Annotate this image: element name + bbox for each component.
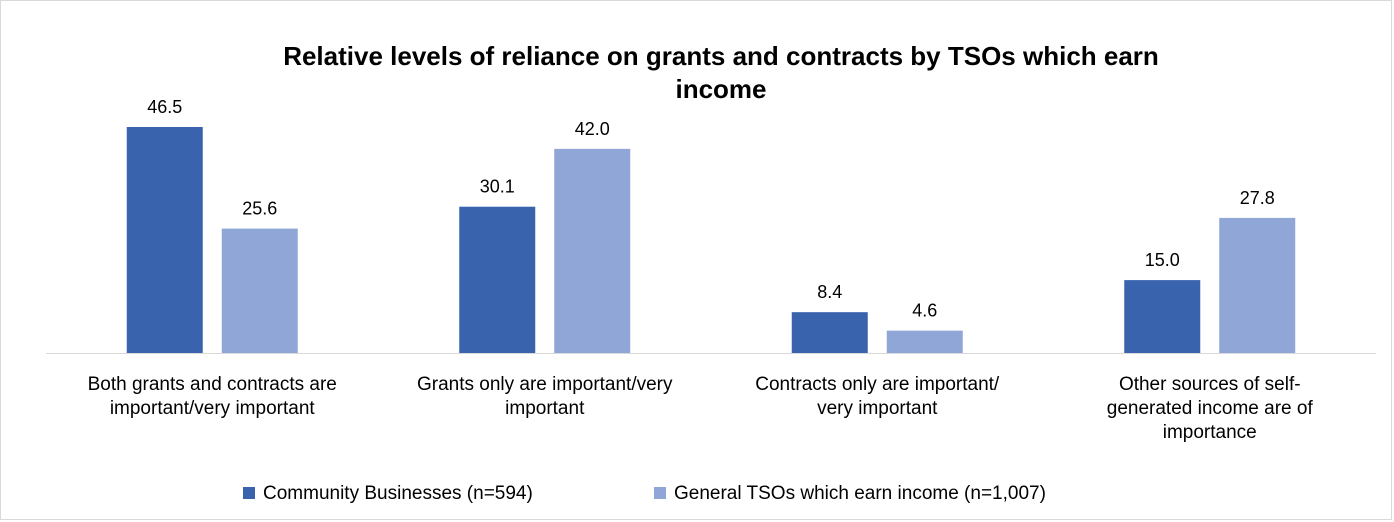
- data-label: 46.5: [147, 97, 182, 117]
- bar-series-0-category-0: [126, 127, 203, 353]
- category-label: Other sources of self-: [1119, 374, 1301, 395]
- chart-title-line: income: [675, 74, 766, 104]
- chart-title-line: Relative levels of reliance on grants an…: [283, 41, 1159, 71]
- data-label: 8.4: [817, 282, 842, 302]
- legend-swatch: [243, 487, 255, 499]
- bar-series-1-category-0: [221, 228, 298, 353]
- chart-title: Relative levels of reliance on grants an…: [283, 41, 1159, 104]
- category-label: Grants only are important/very: [417, 374, 673, 395]
- category-label: importance: [1163, 422, 1257, 443]
- category-label: Contracts only are important/: [755, 374, 1000, 395]
- bar-series-0-category-1: [459, 206, 536, 353]
- data-label: 42.0: [575, 119, 610, 139]
- legend: Community Businesses (n=594) General TSOs…: [243, 483, 1046, 504]
- legend-label: Community Businesses (n=594): [263, 483, 533, 504]
- data-label: 30.1: [480, 177, 515, 197]
- category-label: Both grants and contracts are: [88, 374, 337, 395]
- bars: [126, 127, 1296, 353]
- category-label: important: [505, 398, 585, 419]
- category-label: generated income are of: [1107, 398, 1314, 419]
- bar-series-1-category-1: [554, 148, 631, 353]
- data-label: 25.6: [242, 199, 277, 219]
- data-label: 27.8: [1240, 188, 1275, 208]
- bar-series-1-category-3: [1219, 217, 1296, 353]
- bar-series-1-category-2: [886, 330, 963, 353]
- category-label: very important: [817, 398, 938, 419]
- data-label: 4.6: [912, 301, 937, 321]
- legend-item: Community Businesses (n=594): [243, 483, 533, 504]
- bar-series-0-category-2: [791, 312, 868, 353]
- data-label: 15.0: [1145, 250, 1180, 270]
- category-labels: Both grants and contracts are important/v…: [88, 374, 1314, 443]
- legend-swatch: [654, 487, 666, 499]
- bar-series-0-category-3: [1124, 280, 1201, 353]
- legend-item: General TSOs which earn income (n=1,007): [654, 483, 1046, 504]
- legend-label: General TSOs which earn income (n=1,007): [674, 483, 1046, 504]
- category-label: important/very important: [110, 398, 316, 419]
- data-labels: 46.5 25.6 30.1 42.0 8.4 4.6 15.0 27.8: [147, 97, 1275, 321]
